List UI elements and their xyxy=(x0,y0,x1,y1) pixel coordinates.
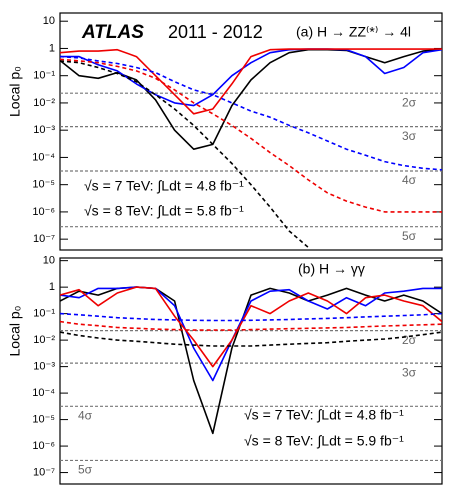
atlas-label: ATLAS xyxy=(81,22,144,43)
sigma-label: 4σ xyxy=(78,408,93,422)
observed-line xyxy=(60,286,442,368)
lumi-8: √s = 8 TeV: ∫Ldt = 5.9 fb⁻¹ xyxy=(244,433,404,449)
y-tick-label: 10⁻⁴ xyxy=(32,387,55,399)
plot-frame xyxy=(59,12,443,251)
sigma-label: 5σ xyxy=(402,229,417,243)
y-tick-label: 10⁻³ xyxy=(33,124,55,136)
y-axis-label: Local p₀ xyxy=(7,305,23,356)
sigma-label: 2σ xyxy=(402,333,417,347)
lumi-7: √s = 7 TeV: ∫Ldt = 4.8 fb⁻¹ xyxy=(244,407,404,423)
y-tick-label: 10⁻³ xyxy=(33,361,55,373)
y-tick-label: 10⁻⁴ xyxy=(32,151,55,163)
expected-line xyxy=(60,331,442,347)
sigma-label: 5σ xyxy=(78,463,93,477)
y-tick-label: 10 xyxy=(43,255,55,267)
lumi-7: √s = 7 TeV: ∫Ldt = 4.8 fb⁻¹ xyxy=(84,178,244,194)
panel-title: (a) H → ZZ⁽*⁾ → 4l xyxy=(296,24,411,40)
y-tick-label: 10⁻⁷ xyxy=(33,233,55,245)
y-tick-label: 1 xyxy=(49,281,55,293)
period-label: 2011 - 2012 xyxy=(168,22,263,42)
sigma-label: 4σ xyxy=(402,173,417,187)
y-tick-label: 10⁻⁵ xyxy=(32,413,55,425)
plot-frame xyxy=(59,257,443,485)
y-tick-label: 10⁻² xyxy=(33,334,55,346)
panel-title: (b) H → γγ xyxy=(298,261,365,277)
y-tick-label: 10⁻⁶ xyxy=(32,206,55,218)
panel: 10 1 10⁻¹ 10⁻² 10⁻³ 10⁻⁴ 10⁻⁵ 10⁻⁶ 10⁻⁷ Local p₀ 2… xyxy=(7,255,443,485)
y-tick-label: 1 xyxy=(49,42,55,54)
panel: 10 1 10⁻¹ 10⁻² 10⁻³ 10⁻⁴ 10⁻⁵ 10⁻⁶ 10⁻⁷ Local p₀ 2… xyxy=(7,12,443,251)
expected-line xyxy=(60,58,442,213)
y-tick-label: 10⁻¹ xyxy=(33,70,55,82)
y-tick-label: 10⁻⁷ xyxy=(33,466,55,478)
sigma-label: 3σ xyxy=(402,365,417,379)
observed-line xyxy=(60,48,442,115)
expected-line xyxy=(60,312,442,322)
observed-line xyxy=(60,48,442,107)
expected-line xyxy=(60,320,442,331)
y-tick-label: 10⁻¹ xyxy=(33,308,55,320)
observed-line xyxy=(60,286,442,382)
lumi-8: √s = 8 TeV: ∫Ldt = 5.8 fb⁻¹ xyxy=(84,203,244,219)
y-tick-label: 10⁻⁶ xyxy=(32,440,55,452)
y-tick-label: 10⁻⁵ xyxy=(32,179,55,191)
expected-line xyxy=(60,60,309,249)
y-tick-label: 10 xyxy=(43,15,55,27)
expected-line xyxy=(60,55,442,171)
y-tick-label: 10⁻² xyxy=(33,97,55,109)
y-axis-label: Local p₀ xyxy=(7,66,23,117)
sigma-label: 3σ xyxy=(402,129,417,143)
sigma-label: 2σ xyxy=(402,95,417,109)
